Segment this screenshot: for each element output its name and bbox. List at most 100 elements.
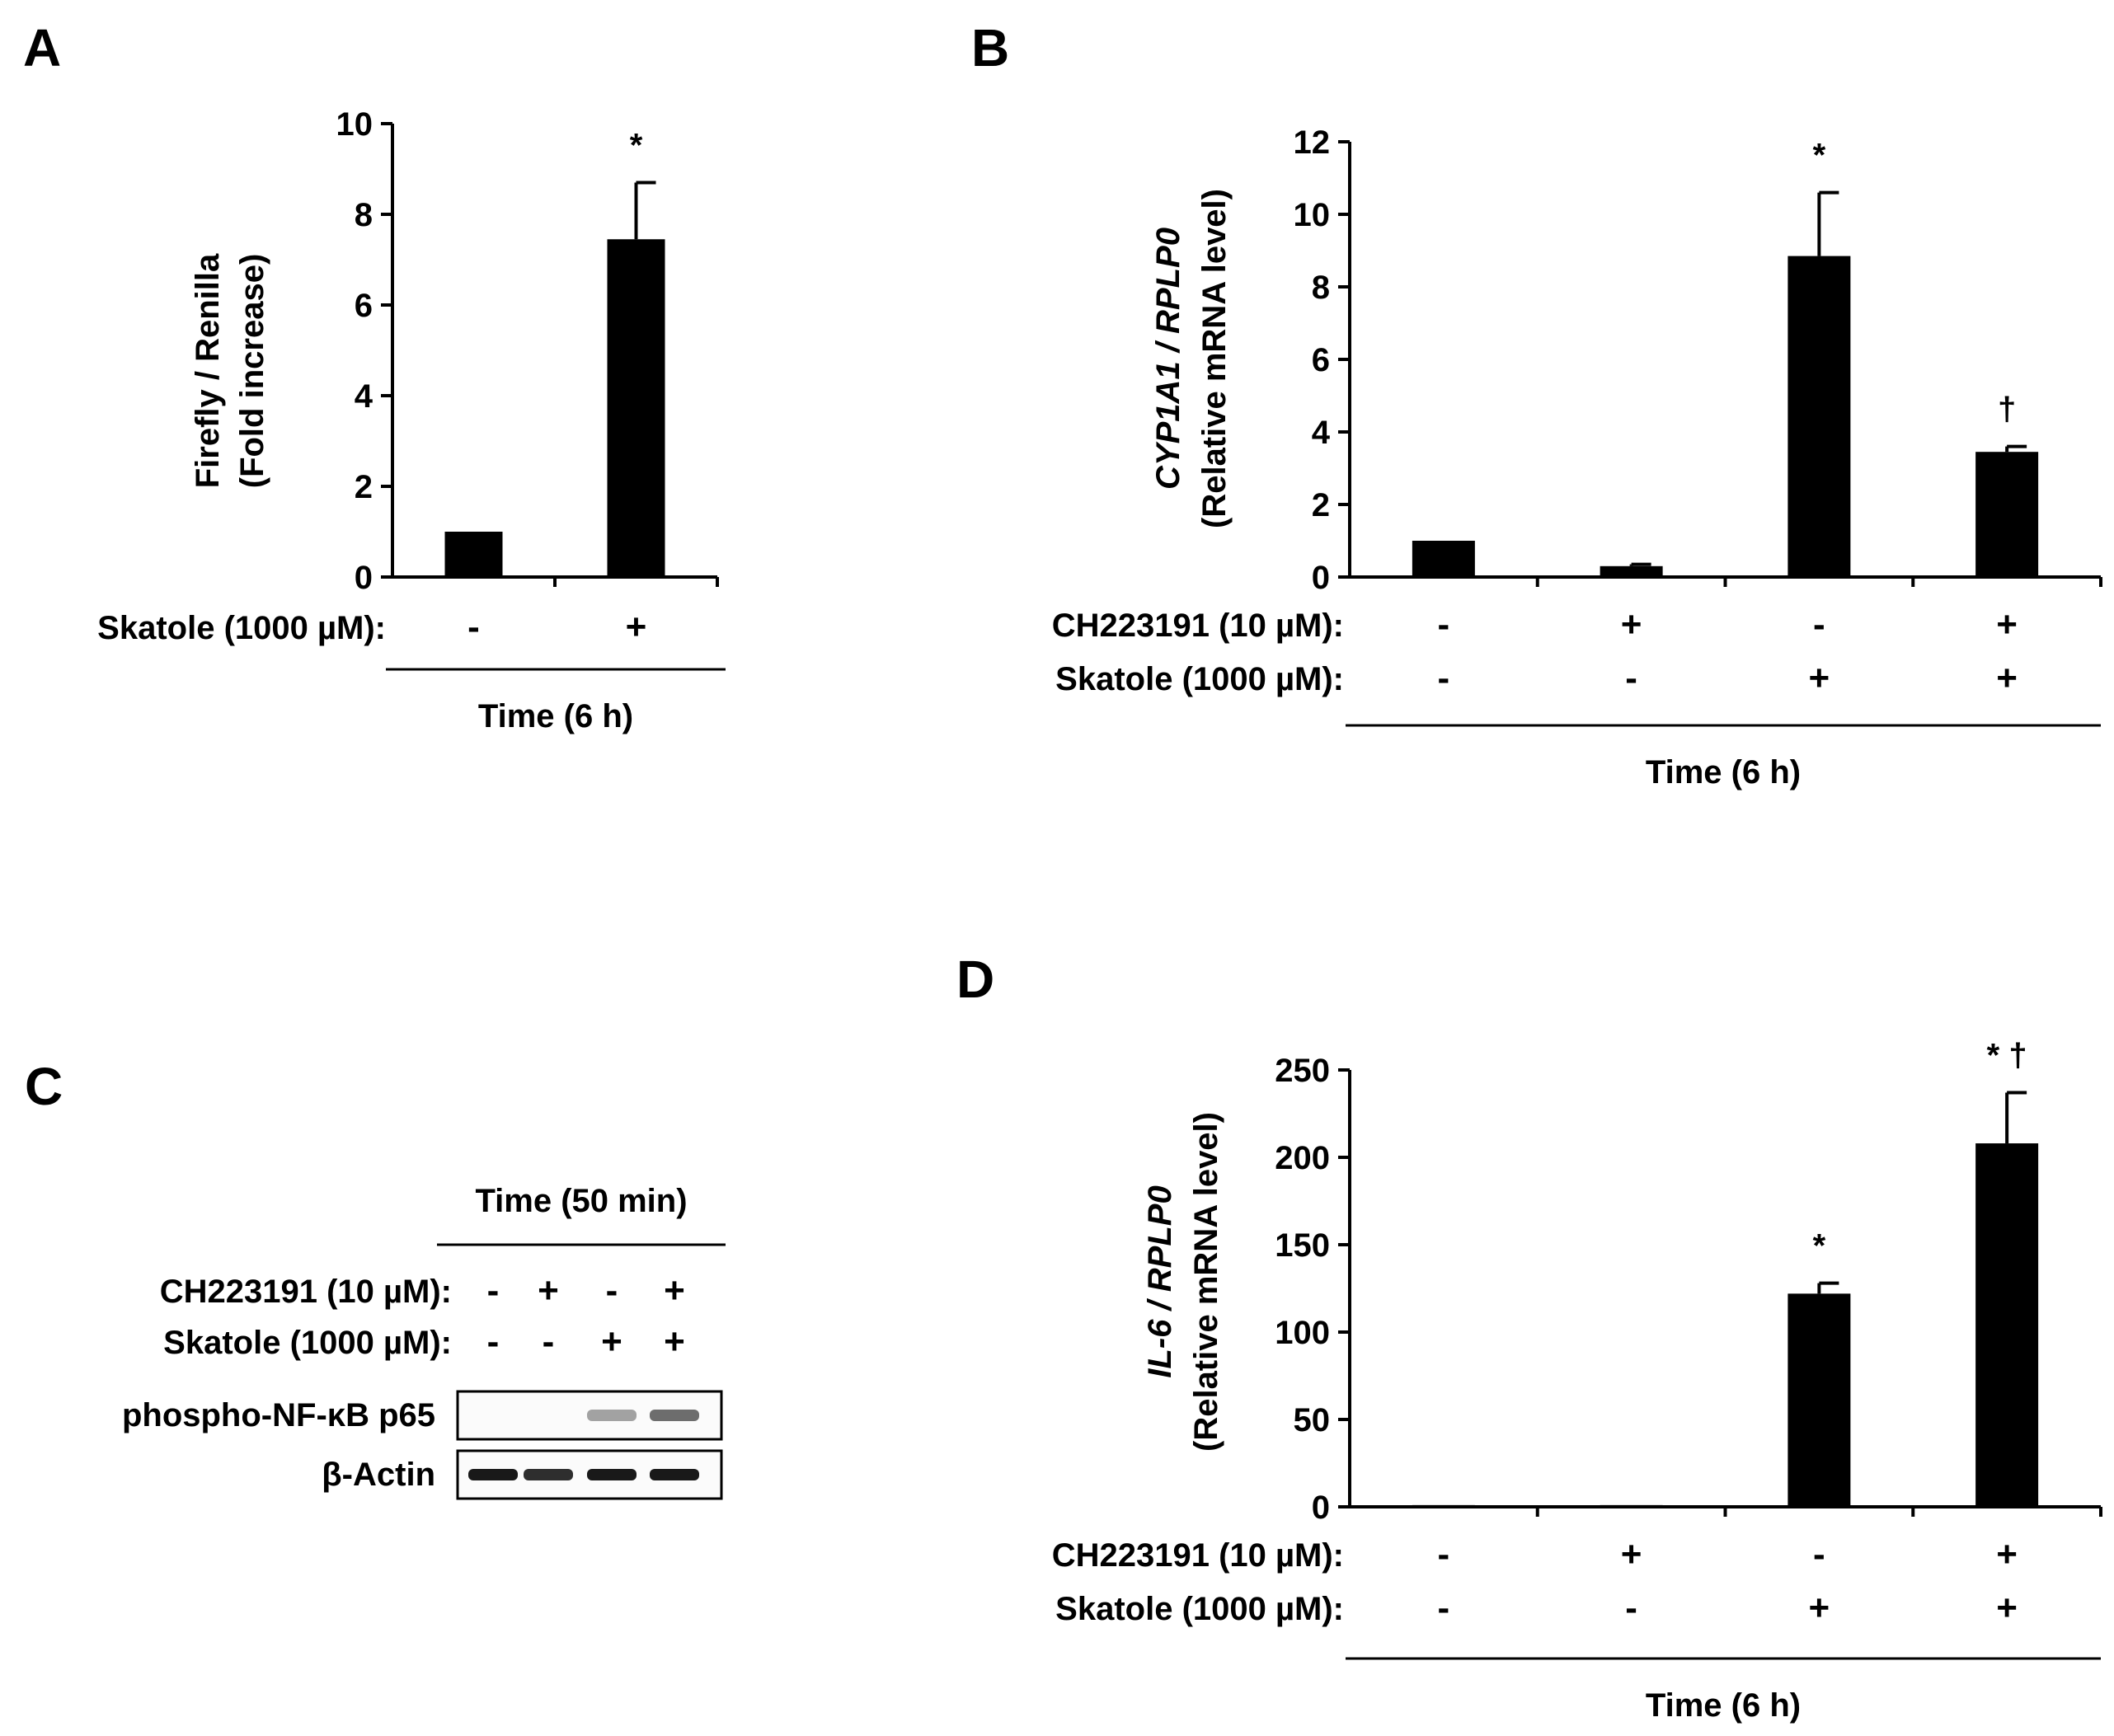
y-axis-label-d: IL-6 / RPLP0 (Relative mRNA level) bbox=[1142, 1112, 1224, 1452]
blot-row-label-c: β-Actin bbox=[322, 1457, 435, 1493]
y-tick-label-b: 12 bbox=[1294, 124, 1331, 161]
y-axis-label-d-line1: IL-6 / RPLP0 bbox=[1142, 1185, 1178, 1377]
condition-sign-d: - bbox=[1438, 1588, 1450, 1628]
condition-label-d: CH223191 (10 µM): bbox=[1052, 1537, 1344, 1574]
panel-c: C Time (50 min)CH223191 (10 µM): - + - +Skat… bbox=[25, 1057, 726, 1500]
y-tick-label-d: 250 bbox=[1275, 1053, 1330, 1089]
blot-band-c bbox=[650, 1469, 699, 1480]
blot-band-c bbox=[650, 1410, 699, 1421]
y-tick-label-a: 0 bbox=[355, 560, 373, 596]
y-tick-label-d: 0 bbox=[1312, 1490, 1330, 1526]
y-tick-label-b: 6 bbox=[1312, 342, 1330, 378]
condition-label-b: Skatole (1000 µM): bbox=[1055, 661, 1344, 697]
condition-sign-d: - bbox=[1438, 1534, 1450, 1574]
bar-d bbox=[1600, 1504, 1663, 1508]
y-tick-label-d: 200 bbox=[1275, 1140, 1330, 1176]
blot-row-label-c: phospho-NF-κB p65 bbox=[122, 1397, 435, 1433]
time-label-b: Time (6 h) bbox=[1646, 754, 1801, 791]
condition-sign-d: - bbox=[1625, 1588, 1637, 1628]
time-label-c: Time (50 min) bbox=[475, 1183, 687, 1219]
condition-sign-c: - bbox=[606, 1270, 618, 1311]
condition-sign-b: - bbox=[1438, 658, 1450, 698]
blot-band-c bbox=[587, 1410, 637, 1421]
condition-label-c: Skatole (1000 µM): bbox=[163, 1325, 452, 1361]
condition-label-d: Skatole (1000 µM): bbox=[1055, 1591, 1344, 1627]
chart-d: 0 50 100 150 200 250 * * † CH223191 (10 µM): - + - +… bbox=[1052, 1038, 2102, 1724]
condition-sign-b: + bbox=[1621, 604, 1642, 645]
bar-b bbox=[1600, 565, 1663, 577]
panel-label-b: B bbox=[971, 18, 1009, 77]
panel-a: A Firefly / Renilla (Fold increase) 0 2 4 6… bbox=[23, 18, 726, 734]
condition-sign-b: - bbox=[1438, 604, 1450, 645]
condition-sign-b: - bbox=[1813, 604, 1825, 645]
blot-band-c bbox=[587, 1469, 637, 1480]
y-axis-label-d-line2: (Relative mRNA level) bbox=[1188, 1112, 1224, 1452]
condition-sign-c: - bbox=[487, 1270, 500, 1311]
condition-sign-c: + bbox=[664, 1321, 685, 1362]
y-axis-label-a-line1: Firefly / Renilla bbox=[190, 253, 226, 488]
chart-b: 0 2 4 6 8 10 12 * † CH223191 (10 µM): - + - + Skatole … bbox=[1052, 124, 2102, 791]
bar-a bbox=[444, 532, 503, 577]
condition-sign-c: + bbox=[601, 1321, 622, 1362]
panel-label-a: A bbox=[23, 18, 61, 77]
y-tick-label-a: 8 bbox=[355, 197, 373, 233]
y-tick-label-a: 6 bbox=[355, 288, 373, 324]
y-tick-label-b: 2 bbox=[1312, 487, 1330, 523]
blot-band-c bbox=[524, 1469, 573, 1480]
condition-label-b: CH223191 (10 µM): bbox=[1052, 608, 1344, 644]
bar-a bbox=[607, 239, 665, 577]
condition-sign-d: - bbox=[1813, 1534, 1825, 1574]
condition-sign-b: + bbox=[1809, 658, 1830, 698]
condition-sign-d: + bbox=[1621, 1534, 1642, 1574]
panel-label-c: C bbox=[25, 1057, 63, 1116]
panel-d: D IL-6 / RPLP0 (Relative mRNA level) 0 50… bbox=[956, 950, 2102, 1724]
time-label-a: Time (6 h) bbox=[478, 698, 633, 734]
significance-mark-d: * bbox=[1813, 1228, 1826, 1264]
y-tick-label-b: 10 bbox=[1294, 197, 1331, 233]
y-tick-label-d: 50 bbox=[1294, 1402, 1331, 1438]
bar-b bbox=[1412, 541, 1475, 577]
condition-sign-c: + bbox=[664, 1270, 685, 1311]
condition-sign-a: + bbox=[626, 607, 647, 647]
y-axis-label-a-line2: (Fold increase) bbox=[234, 254, 270, 489]
condition-sign-b: - bbox=[1625, 658, 1637, 698]
significance-mark-b: † bbox=[1998, 392, 2016, 428]
blot-c: Time (50 min)CH223191 (10 µM): - + - +Skatol… bbox=[122, 1183, 726, 1500]
y-tick-label-d: 150 bbox=[1275, 1227, 1330, 1264]
y-tick-label-b: 0 bbox=[1312, 560, 1330, 596]
bar-b bbox=[1788, 256, 1851, 577]
condition-sign-c: - bbox=[487, 1321, 500, 1362]
condition-sign-d: + bbox=[1996, 1534, 2018, 1574]
condition-sign-b: + bbox=[1996, 658, 2018, 698]
y-tick-label-a: 2 bbox=[355, 469, 373, 505]
y-axis-label-b-line2: (Relative mRNA level) bbox=[1196, 189, 1233, 528]
bar-b bbox=[1975, 452, 2039, 577]
condition-label-c: CH223191 (10 µM): bbox=[160, 1274, 452, 1310]
blot-band-c bbox=[468, 1469, 518, 1480]
y-axis-label-b: CYP1A1 / RPLP0 (Relative mRNA level) bbox=[1150, 189, 1233, 528]
y-tick-label-a: 4 bbox=[355, 378, 373, 415]
condition-sign-c: - bbox=[543, 1321, 555, 1362]
panel-label-d: D bbox=[956, 950, 994, 1009]
significance-mark-d: * † bbox=[1987, 1038, 2027, 1074]
condition-sign-d: + bbox=[1809, 1588, 1830, 1628]
y-tick-label-d: 100 bbox=[1275, 1315, 1330, 1351]
bar-d bbox=[1412, 1504, 1475, 1508]
y-tick-label-b: 4 bbox=[1312, 415, 1331, 451]
condition-sign-a: - bbox=[467, 607, 480, 647]
panel-b: B CYP1A1 / RPLP0 (Relative mRNA level) 0… bbox=[971, 18, 2102, 791]
chart-a: 0 2 4 6 8 10 * Skatole (1000 µM): - + Time (6 h) bbox=[97, 106, 726, 734]
condition-sign-d: + bbox=[1996, 1588, 2018, 1628]
condition-label-a: Skatole (1000 µM): bbox=[97, 610, 386, 646]
significance-mark-a: * bbox=[630, 128, 643, 164]
y-tick-label-b: 8 bbox=[1312, 270, 1330, 306]
condition-sign-c: + bbox=[538, 1270, 559, 1311]
bar-d bbox=[1975, 1143, 2039, 1507]
bar-d bbox=[1788, 1293, 1851, 1507]
y-axis-label-b-line1: CYP1A1 / RPLP0 bbox=[1150, 228, 1186, 490]
y-axis-label-a: Firefly / Renilla (Fold increase) bbox=[190, 253, 270, 488]
time-label-d: Time (6 h) bbox=[1646, 1687, 1801, 1724]
significance-mark-b: * bbox=[1813, 138, 1826, 174]
y-tick-label-a: 10 bbox=[336, 106, 373, 143]
condition-sign-b: + bbox=[1996, 604, 2018, 645]
